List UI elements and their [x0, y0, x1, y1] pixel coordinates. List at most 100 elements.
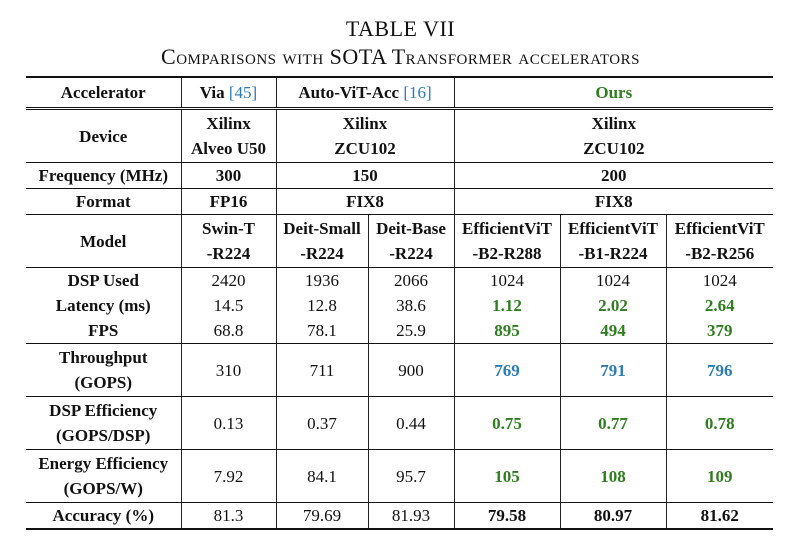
fps-value: 494: [559, 318, 666, 344]
header-row: Accelerator Via [45] Auto-ViT-Acc [16] O…: [26, 76, 774, 109]
dsp-efficiency-value: 0.77: [559, 396, 666, 450]
throughput-value: 900: [367, 343, 454, 397]
accuracy-value: 79.69: [275, 502, 368, 530]
device-via-line1: Xilinx: [206, 114, 251, 133]
latency-value: 12.8: [275, 293, 368, 318]
latency-value: 2.64: [665, 293, 774, 318]
device-ours: Xilinx ZCU102: [453, 107, 774, 163]
accuracy-value: 79.58: [453, 502, 560, 530]
fps-value: 68.8: [180, 318, 276, 344]
dsp-used-value: 1936: [275, 267, 368, 293]
energy-efficiency-label-line2: (GOPS/W): [63, 479, 143, 498]
throughput-value: 769: [453, 343, 560, 397]
model-resolution: -R224: [300, 244, 344, 263]
device-autovit-line1: Xilinx: [342, 114, 388, 133]
model-cell: Swin-T -R224: [180, 214, 276, 268]
dsp-used-value: 2420: [180, 267, 276, 293]
energy-efficiency-value: 95.7: [367, 449, 454, 503]
accuracy-label: Accuracy (%): [26, 502, 181, 530]
header-via-label: Via: [199, 83, 225, 102]
energy-efficiency-value: 105: [453, 449, 560, 503]
throughput-label-line2: (GOPS): [74, 373, 133, 392]
table-title: Comparisons with SOTA Transformer accele…: [161, 44, 640, 69]
format-ours: FIX8: [453, 188, 774, 215]
model-cell: EfficientViT -B1-R224: [559, 214, 666, 268]
dsp-efficiency-value: 0.75: [453, 396, 560, 450]
energy-efficiency-row: Energy Efficiency (GOPS/W) 7.92 84.1 95.7…: [26, 449, 774, 503]
model-resolution: -B1-R224: [578, 244, 648, 263]
latency-value: 1.12: [453, 293, 560, 318]
dsp-used-value: 1024: [453, 267, 560, 293]
model-name: EfficientViT: [461, 219, 553, 238]
format-label: Format: [26, 188, 181, 215]
dsp-efficiency-label-line2: (GOPS/DSP): [56, 426, 151, 445]
model-name: EfficientViT: [674, 219, 765, 238]
frequency-via: 300: [180, 162, 276, 189]
model-name: Swin-T: [202, 219, 255, 238]
dsp-efficiency-label: DSP Efficiency (GOPS/DSP): [26, 396, 181, 450]
device-via-line2: Alveo U50: [190, 139, 267, 158]
fps-value: 895: [453, 318, 560, 344]
dsp-used-label: DSP Used: [26, 267, 181, 293]
header-ours: Ours: [453, 76, 774, 109]
latency-row: Latency (ms) 14.5 12.8 38.6 1.12 2.02 2.…: [26, 293, 774, 318]
dsp-used-value: 1024: [665, 267, 774, 293]
frequency-ours: 200: [453, 162, 774, 189]
dsp-efficiency-value: 0.13: [180, 396, 276, 450]
device-ours-line1: Xilinx: [591, 114, 636, 133]
device-via: Xilinx Alveo U50: [180, 107, 276, 163]
dsp-efficiency-label-line1: DSP Efficiency: [49, 401, 158, 420]
throughput-value: 796: [665, 343, 774, 397]
latency-value: 38.6: [367, 293, 454, 318]
device-ours-line2: ZCU102: [583, 139, 645, 158]
dsp-efficiency-value: 0.44: [367, 396, 454, 450]
header-autovit-label: Auto-ViT-Acc: [298, 83, 400, 102]
frequency-autovit: 150: [275, 162, 454, 189]
citation-link-16[interactable]: [16]: [403, 83, 432, 102]
frequency-row: Frequency (MHz) 300 150 200: [26, 162, 774, 189]
fps-value: 379: [665, 318, 774, 344]
model-cell: EfficientViT -B2-R256: [665, 214, 774, 268]
format-via: FP16: [180, 188, 276, 215]
model-label: Model: [26, 214, 181, 268]
throughput-value: 711: [275, 343, 368, 397]
throughput-value: 791: [559, 343, 666, 397]
device-autovit-line2: ZCU102: [334, 139, 396, 158]
dsp-efficiency-value: 0.78: [665, 396, 774, 450]
model-resolution: -B2-R288: [472, 244, 542, 263]
energy-efficiency-value: 84.1: [275, 449, 368, 503]
fps-row: FPS 68.8 78.1 25.9 895 494 379: [26, 318, 774, 344]
format-row: Format FP16 FIX8 FIX8: [26, 188, 774, 215]
accuracy-value: 81.62: [665, 502, 774, 530]
frequency-label: Frequency (MHz): [26, 162, 181, 189]
accuracy-row: Accuracy (%) 81.3 79.69 81.93 79.58 80.9…: [26, 502, 774, 530]
fps-value: 25.9: [367, 318, 454, 344]
dsp-efficiency-row: DSP Efficiency (GOPS/DSP) 0.13 0.37 0.44 …: [26, 396, 774, 450]
header-accelerator: Accelerator: [26, 76, 181, 109]
accuracy-value: 81.3: [180, 502, 276, 530]
model-cell: EfficientViT -B2-R288: [453, 214, 560, 268]
model-resolution: -B2-R256: [685, 244, 755, 263]
accuracy-value: 81.93: [367, 502, 454, 530]
energy-efficiency-label-line1: Energy Efficiency: [38, 454, 169, 473]
energy-efficiency-value: 109: [665, 449, 774, 503]
dsp-used-row: DSP Used 2420 1936 2066 1024 1024 1024: [26, 267, 774, 293]
throughput-label: Throughput (GOPS): [26, 343, 181, 397]
header-autovit: Auto-ViT-Acc [16]: [275, 76, 454, 109]
format-autovit: FIX8: [275, 188, 454, 215]
energy-efficiency-value: 108: [559, 449, 666, 503]
model-row: Model Swin-T -R224 Deit-Small -R224 Deit-B…: [26, 214, 774, 268]
model-name: Deit-Base: [376, 219, 446, 238]
energy-efficiency-value: 7.92: [180, 449, 276, 503]
header-via: Via [45]: [180, 76, 276, 109]
model-name: EfficientViT: [567, 219, 659, 238]
table-label: TABLE VII: [345, 16, 456, 41]
latency-value: 14.5: [180, 293, 276, 318]
latency-value: 2.02: [559, 293, 666, 318]
device-row: Device Xilinx Alveo U50 Xilinx ZCU102 Xili…: [26, 107, 774, 163]
accuracy-value: 80.97: [559, 502, 666, 530]
device-label: Device: [26, 107, 181, 163]
dsp-used-value: 2066: [367, 267, 454, 293]
citation-link-45[interactable]: [45]: [228, 83, 258, 102]
